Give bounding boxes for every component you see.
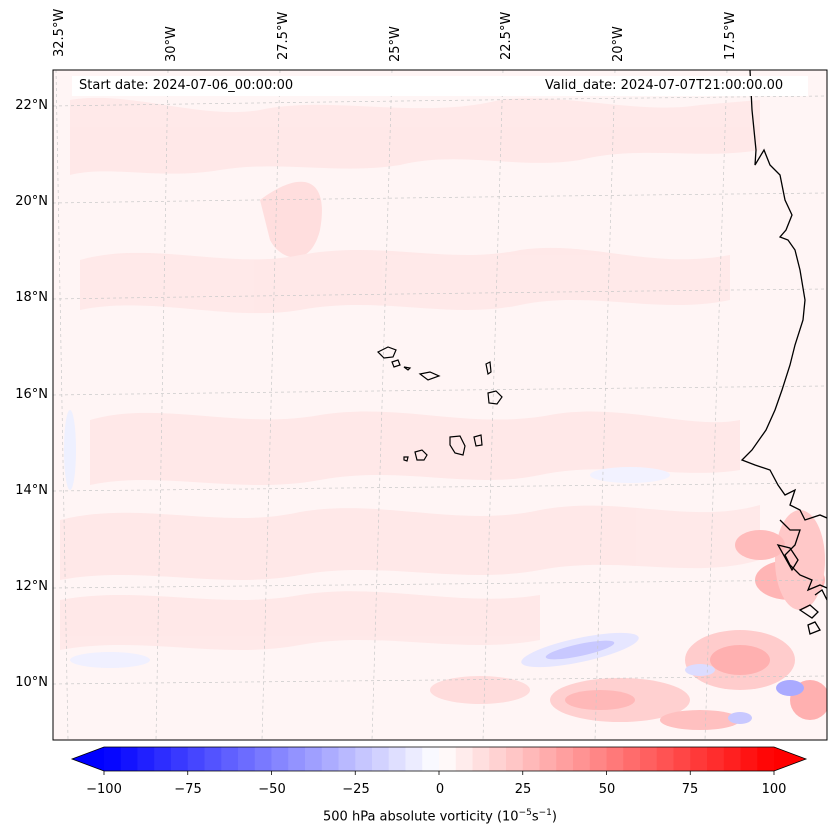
colorbar-title: 500 hPa absolute vorticity (10−5s−1): [323, 808, 557, 824]
colorbar-segment: [338, 747, 356, 771]
colorbar-title-prefix: 500 hPa absolute vorticity (10: [323, 809, 519, 825]
colorbar-segment: [522, 747, 541, 771]
colorbar-segment: [422, 747, 440, 771]
colorbar-segment: [556, 747, 574, 771]
lon-label: 25°W: [388, 26, 403, 62]
colorbar-segment: [723, 747, 742, 771]
lat-label: 18°N: [15, 290, 48, 305]
colorbar-segment: [405, 747, 423, 771]
colorbar-segment: [472, 747, 490, 771]
colorbar-segment: [221, 747, 239, 771]
colorbar-segment: [104, 747, 122, 771]
colorbar-segment: [606, 747, 624, 771]
lat-label: 12°N: [15, 579, 48, 594]
colorbar-tick-label: 50: [598, 782, 616, 797]
colorbar-segment: [573, 747, 591, 771]
lat-label: 14°N: [15, 483, 48, 498]
colorbar-segment: [137, 747, 155, 771]
colorbar-tick-label: 100: [761, 782, 787, 797]
colorbar-tick-label: −50: [258, 782, 286, 797]
info-bar: [72, 76, 808, 96]
colorbar-tick-label: −100: [86, 782, 122, 797]
colorbar-segment: [640, 747, 658, 771]
lon-label: 20°W: [611, 26, 626, 62]
colorbar-segment: [707, 747, 725, 771]
vorticity-contours-positive: [60, 97, 760, 650]
lon-label: 17.5°W: [723, 11, 738, 60]
colorbar-segment: [656, 747, 675, 771]
colorbar-segment: [271, 747, 289, 771]
lon-label: 30°W: [164, 26, 179, 62]
colorbar-segment: [589, 747, 608, 771]
colorbar-segment: [154, 747, 172, 771]
valid-date-label: Valid_date: 2024-07-07T21:00:00.00: [545, 78, 784, 93]
lat-label: 22°N: [15, 98, 48, 113]
colorbar-segment: [238, 747, 256, 771]
colorbar-segment: [305, 747, 323, 771]
colorbar-segment: [489, 747, 507, 771]
colorbar-segment: [740, 747, 758, 771]
lon-label: 22.5°W: [499, 11, 514, 60]
colorbar-tick-label: −75: [174, 782, 202, 797]
gridlines: [53, 70, 827, 740]
colorbar-segment: [623, 747, 641, 771]
cape-verde-islands: [376, 346, 503, 462]
colorbar-segment: [321, 747, 340, 771]
colorbar-title-suffix: ): [551, 809, 557, 825]
colorbar-tick-label: 75: [681, 782, 699, 797]
colorbar-segment: [171, 747, 189, 771]
lat-label: 10°N: [15, 675, 48, 690]
colorbar-title-exp2: −1: [538, 808, 552, 818]
colorbar-title-exp1: −5: [518, 808, 532, 818]
colorbar-segment: [355, 747, 373, 771]
colorbar-segment: [757, 747, 775, 771]
vorticity-contours-strong-positive: [430, 510, 827, 730]
colorbar-segment: [539, 747, 557, 771]
colorbar-segment: [673, 747, 691, 771]
colorbar-segment: [455, 747, 474, 771]
lon-label: 32.5°W: [52, 8, 67, 57]
colorbar-segment: [439, 747, 457, 771]
colorbar-tick-label: −25: [342, 782, 370, 797]
colorbar-tick-label: 25: [514, 782, 532, 797]
colorbar-title-mid: s: [531, 809, 539, 825]
colorbar-tick-label: 0: [435, 782, 445, 797]
colorbar-segment: [690, 747, 708, 771]
colorbar-segment: [254, 747, 273, 771]
start-date-label: Start date: 2024-07-06_00:00:00: [79, 78, 294, 93]
colorbar-segment: [506, 747, 524, 771]
colorbar-segment: [288, 747, 306, 771]
colorbar-segment: [187, 747, 206, 771]
lat-label: 20°N: [15, 194, 48, 209]
colorbar-segment: [204, 747, 222, 771]
colorbar: [70, 746, 808, 775]
lon-label: 27.5°W: [276, 11, 291, 60]
colorbar-extend-high: [774, 747, 806, 771]
colorbar-segment: [372, 747, 390, 771]
map-frame: [52, 69, 828, 741]
lat-label: 16°N: [15, 387, 48, 402]
vorticity-contours-negative: [64, 410, 804, 724]
colorbar-segment: [120, 747, 139, 771]
colorbar-extend-low: [72, 747, 104, 771]
colorbar-segment: [388, 747, 407, 771]
coastlines: [740, 70, 827, 635]
